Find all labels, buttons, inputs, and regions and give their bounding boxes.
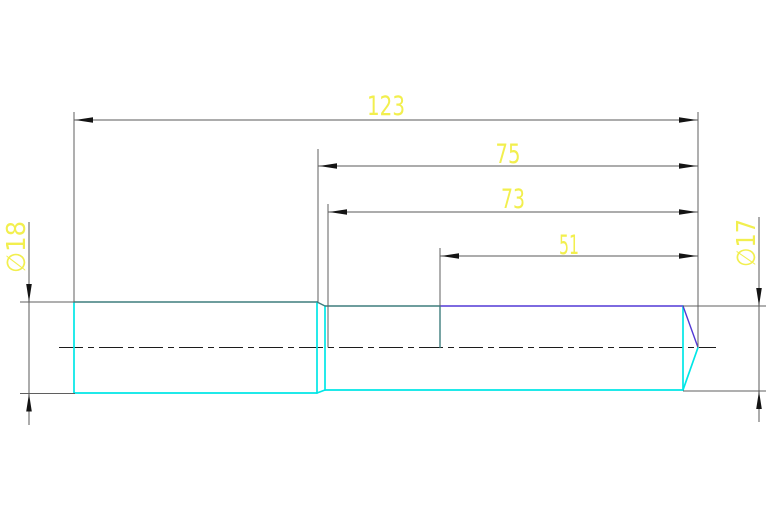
tip-bottom-chamfer-edge[interactable]	[682, 346, 699, 391]
dimension-value: ∅17	[732, 219, 762, 267]
dimension-length-75[interactable]: 75	[317, 139, 698, 302]
arrowhead-left-icon	[75, 117, 93, 123]
tip-top-chamfer-edge[interactable]	[682, 305, 699, 349]
arrowhead-down-icon	[756, 288, 762, 306]
dimension-value: 51	[559, 230, 579, 261]
arrowhead-right-icon	[679, 117, 697, 123]
arrowhead-right-icon	[679, 209, 697, 215]
dimension-value: ∅18	[2, 221, 32, 273]
arrowhead-left-icon	[319, 163, 337, 169]
shaft-shoulder-chamfer-bottom[interactable]	[316, 389, 326, 394]
arrowhead-up-icon	[26, 393, 32, 412]
dimension-diameter-18[interactable]: ∅18	[2, 221, 75, 425]
shaft-outline[interactable]	[73, 301, 699, 394]
arrowhead-right-icon	[679, 163, 697, 169]
dimension-diameter-17[interactable]: ∅17	[683, 217, 766, 422]
dimension-overall-length[interactable]: 123	[73, 91, 699, 348]
arrowhead-left-icon	[329, 209, 347, 215]
arrowhead-right-icon	[679, 253, 697, 259]
shaft-shoulder-chamfer-top[interactable]	[316, 301, 326, 307]
dimension-length-51[interactable]: 51	[439, 230, 698, 306]
dimension-value: 123	[367, 91, 405, 122]
dimension-length-73[interactable]: 73	[327, 184, 698, 348]
arrowhead-up-icon	[756, 391, 762, 409]
arrowhead-down-icon	[26, 284, 32, 302]
dimension-value: 73	[501, 184, 525, 215]
arrowhead-left-icon	[441, 253, 459, 259]
dimension-value: 75	[496, 139, 521, 170]
